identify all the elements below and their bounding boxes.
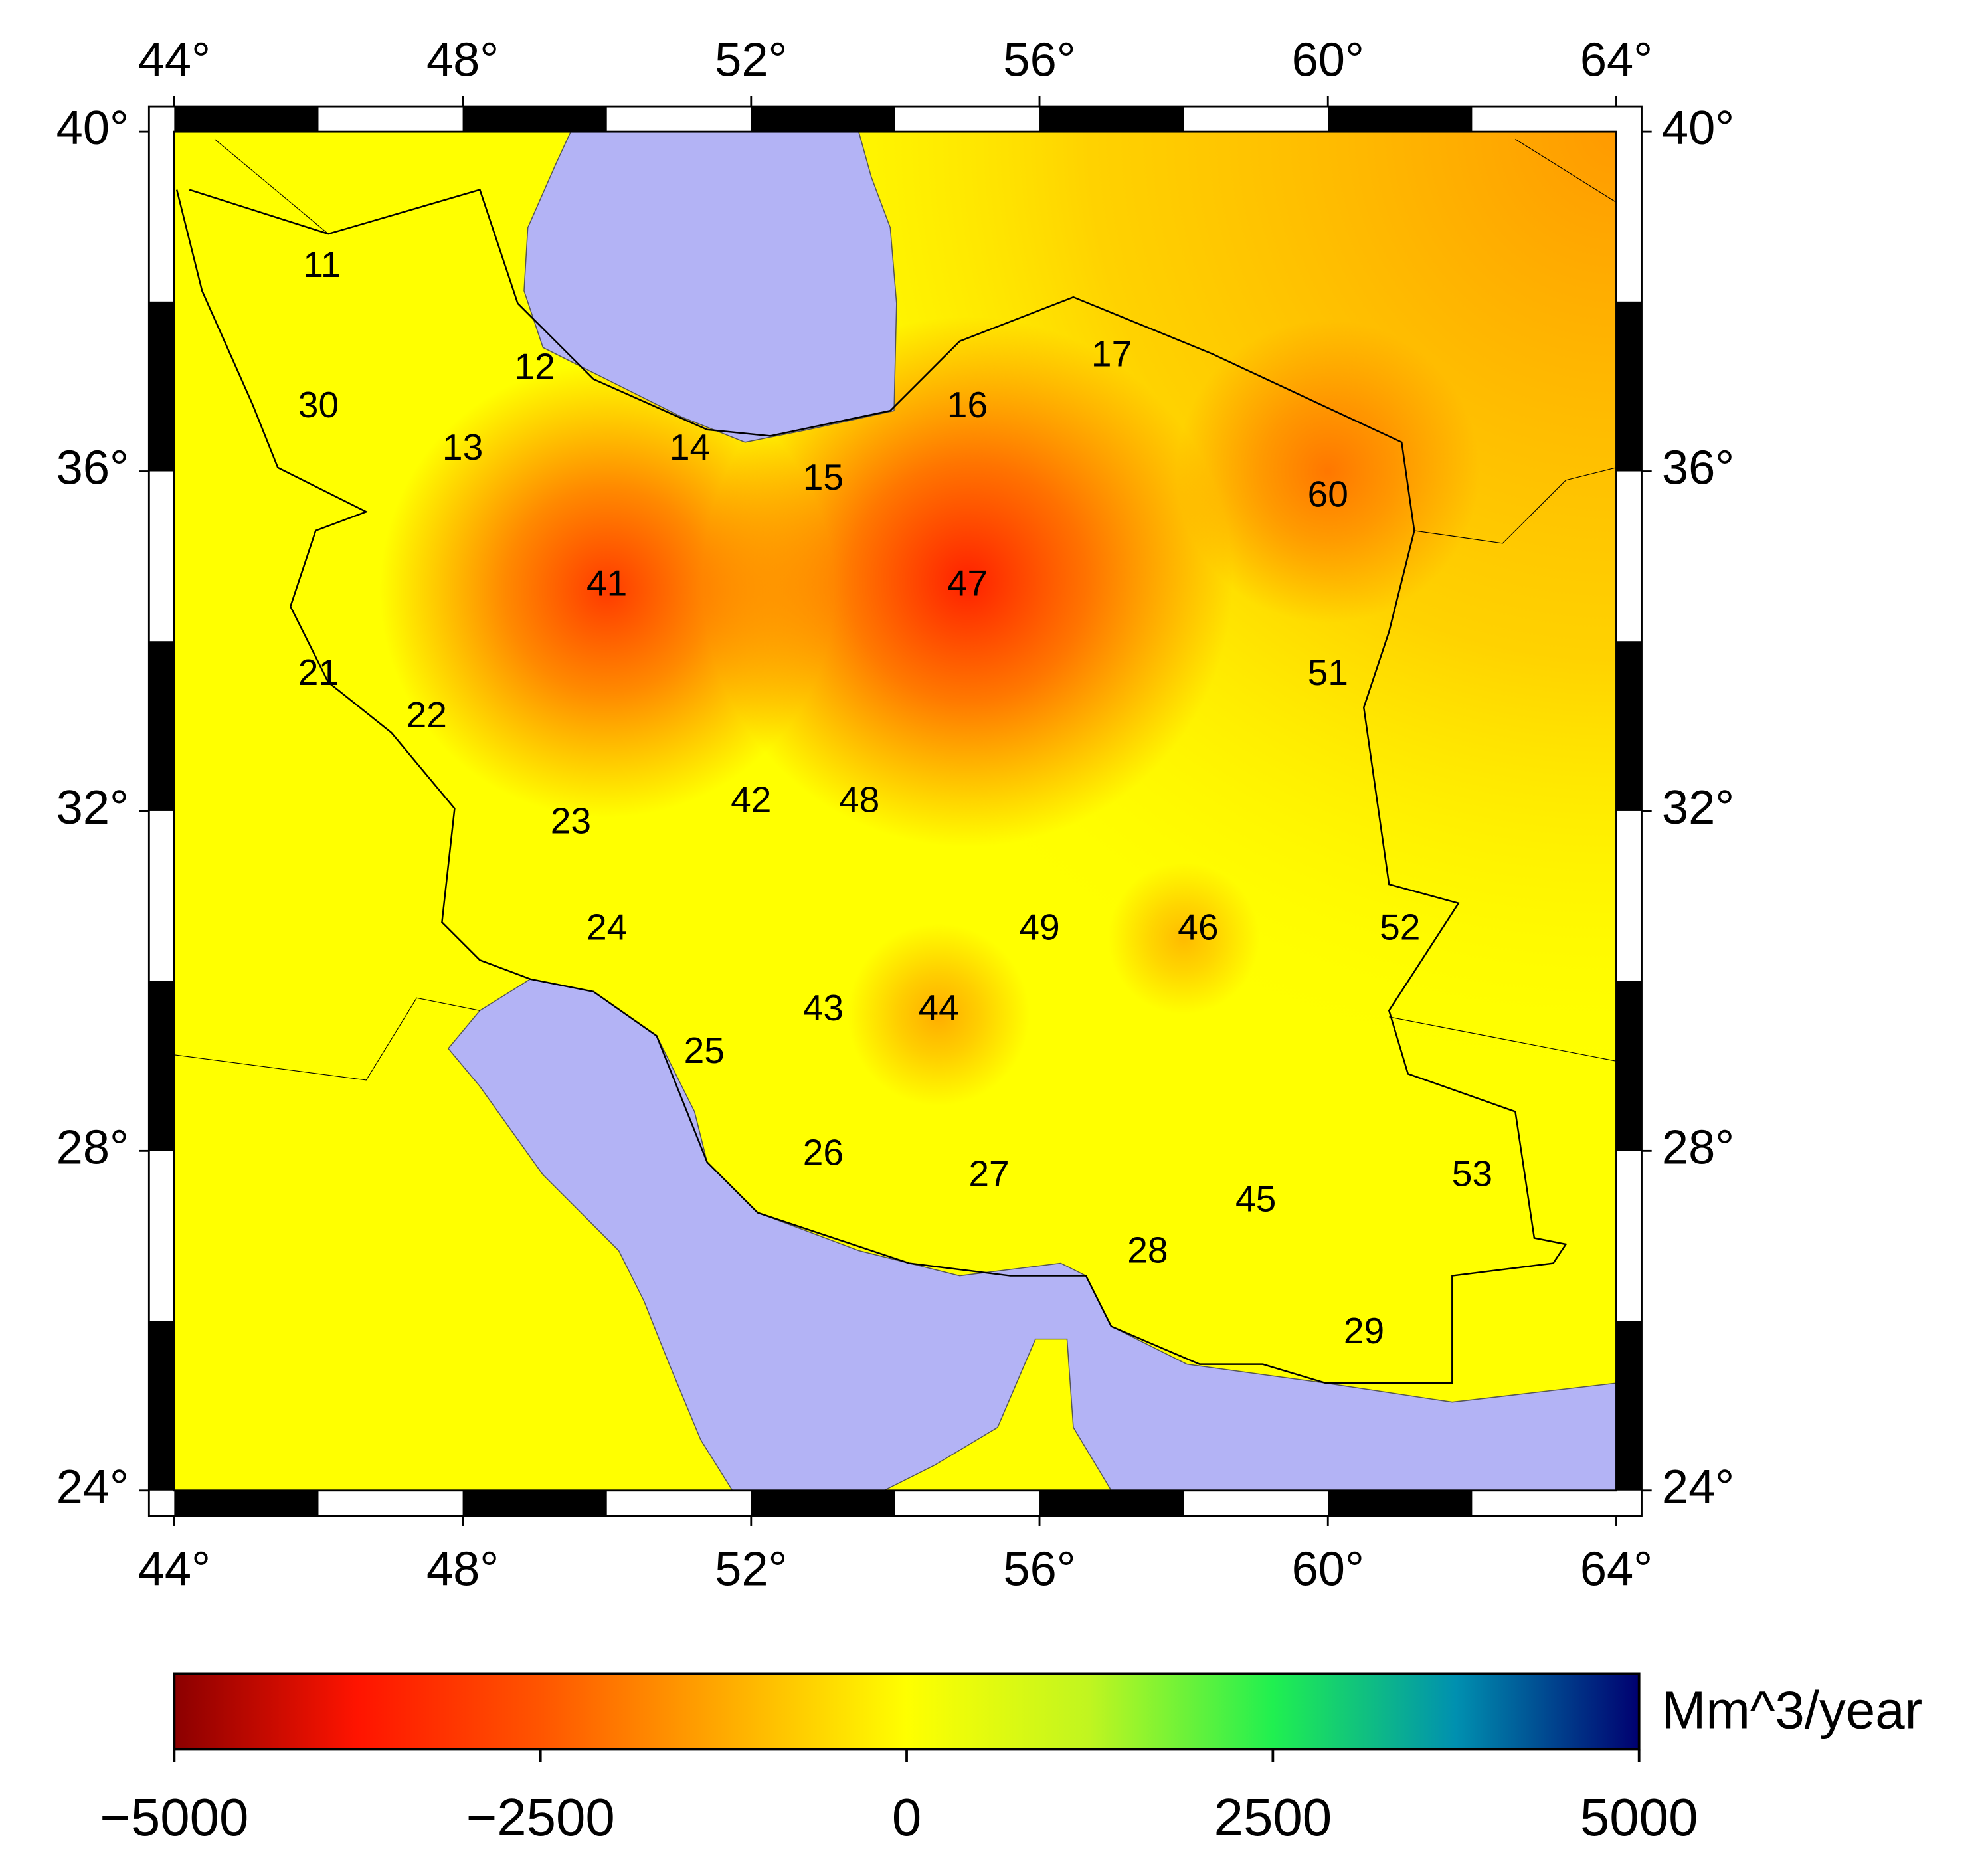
- frame-segment: [149, 981, 175, 1151]
- x-tick-label: 60°: [1292, 1543, 1364, 1596]
- basin-label: 29: [1344, 1310, 1384, 1351]
- basin-label: 46: [1178, 906, 1218, 947]
- frame-segment: [1616, 981, 1642, 1151]
- frame-segment: [1616, 641, 1642, 811]
- colorbar: Mm^3/year −5000 −2500 0 2500 5000: [100, 1672, 1922, 1847]
- basin-label: 47: [947, 563, 988, 604]
- frame-segment: [174, 106, 319, 132]
- basin-label: 53: [1452, 1153, 1492, 1194]
- x-tick-label: 52°: [715, 1543, 787, 1596]
- colorbar-tick-label: −2500: [466, 1788, 615, 1847]
- basin-label: 17: [1091, 333, 1132, 374]
- basin-label: 49: [1019, 906, 1059, 947]
- y-tick-label: 36°: [1662, 442, 1734, 495]
- frame-segment: [149, 641, 175, 811]
- colorbar-gradient: [173, 1672, 1641, 1751]
- frame-checker: [149, 106, 1642, 1516]
- x-tick-label: 52°: [715, 34, 787, 87]
- neighbor-borders: [174, 139, 1617, 1081]
- anomaly: [848, 923, 1030, 1106]
- anomaly: [1176, 320, 1480, 623]
- frame-segment: [149, 301, 175, 472]
- y-tick-label: 32°: [1662, 781, 1734, 834]
- basin-label: 48: [839, 779, 879, 820]
- x-tick-label: 56°: [1003, 1543, 1075, 1596]
- basin-label: 45: [1235, 1178, 1276, 1220]
- basin-label: 42: [731, 779, 771, 820]
- basin-label: 25: [684, 1030, 725, 1071]
- basin-label: 41: [586, 563, 627, 604]
- basin-label: 14: [670, 426, 710, 468]
- x-tick-label: 48°: [426, 34, 499, 87]
- frame-segment: [149, 1321, 175, 1491]
- basin-label: 26: [803, 1131, 844, 1172]
- basin-label: 11: [303, 244, 341, 285]
- y-tick-label: 28°: [1662, 1121, 1734, 1174]
- y-tick-label: 28°: [56, 1121, 129, 1174]
- basin-label: 44: [918, 987, 958, 1028]
- colorbar-tick-label: 0: [892, 1788, 921, 1847]
- frame-segment: [1328, 106, 1473, 132]
- basin-labels: 11 30 12 13 14 15 16 17 60 41 47 21 22 51 42 48 23 24 49 46…: [298, 244, 1492, 1351]
- frame-segment: [751, 1490, 895, 1516]
- colorbar-tick-label: 2500: [1214, 1788, 1332, 1847]
- iran-outline: [175, 189, 1568, 1384]
- frame-segment: [1616, 301, 1642, 472]
- frame-segment: [1039, 1490, 1184, 1516]
- basin-label: 27: [968, 1153, 1009, 1194]
- basin-label: 22: [406, 694, 447, 735]
- x-tick-label: 60°: [1292, 34, 1364, 87]
- frame-segment: [1616, 1321, 1642, 1491]
- x-tick-label: 56°: [1003, 34, 1075, 87]
- y-tick-label: 32°: [56, 781, 129, 834]
- frame-segment: [462, 1490, 607, 1516]
- frame-segment: [1039, 106, 1184, 132]
- basin-label: 30: [298, 384, 339, 425]
- x-tick-label: 48°: [426, 1543, 499, 1596]
- basin-label: 51: [1308, 652, 1348, 693]
- anomaly-layer: [379, 316, 1480, 1106]
- caspian-sea: [523, 132, 897, 443]
- map-area: [174, 132, 1617, 1491]
- basin-label: 16: [947, 384, 988, 425]
- basin-label: 60: [1308, 473, 1348, 514]
- anomaly: [702, 316, 1233, 847]
- y-tick-label: 40°: [56, 102, 129, 155]
- y-tick-label: 24°: [56, 1461, 129, 1514]
- basin-label: 28: [1127, 1229, 1168, 1270]
- basin-label: 13: [442, 426, 483, 468]
- frame-segment: [751, 106, 895, 132]
- basin-label: 52: [1380, 906, 1420, 947]
- ticks: 44°44°48°48°52°52°56°56°60°60°64°64°24° 2…: [56, 34, 1734, 1596]
- colorbar-tick-label: −5000: [100, 1788, 248, 1847]
- x-tick-label: 64°: [1580, 34, 1653, 87]
- basin-label: 43: [803, 987, 844, 1028]
- x-tick-label: 64°: [1580, 1543, 1653, 1596]
- basin-label: 23: [551, 800, 591, 842]
- frame-segment: [1328, 1490, 1473, 1516]
- basin-label: 21: [298, 652, 339, 693]
- frame-segment: [174, 1490, 319, 1516]
- x-tick-label: 44°: [138, 34, 211, 87]
- x-tick-label: 44°: [138, 1543, 211, 1596]
- basin-label: 15: [803, 456, 844, 498]
- basin-label: 12: [514, 346, 555, 387]
- anomaly: [379, 363, 834, 818]
- anomaly: [1108, 862, 1260, 1014]
- frame-segment: [462, 106, 607, 132]
- y-tick-label: 24°: [1662, 1461, 1734, 1514]
- y-tick-label: 36°: [56, 442, 129, 495]
- y-tick-label: 40°: [1662, 102, 1734, 155]
- basin-label: 24: [586, 906, 627, 947]
- colorbar-tick-label: 5000: [1580, 1788, 1698, 1847]
- colorbar-label: Mm^3/year: [1662, 1680, 1922, 1739]
